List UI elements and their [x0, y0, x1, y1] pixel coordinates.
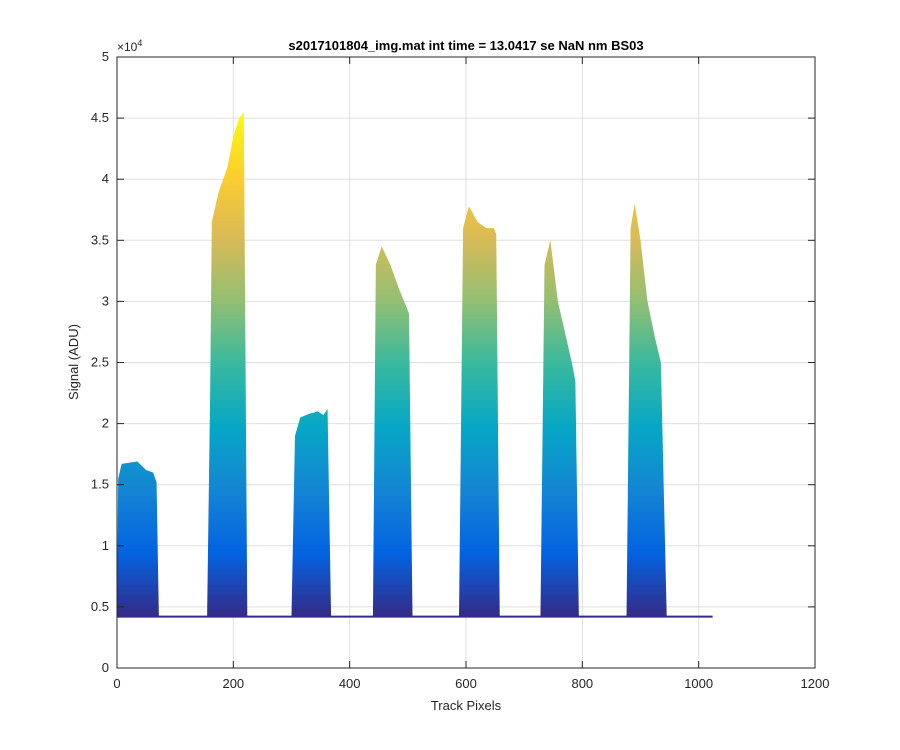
y-exponent-label: ×104	[117, 38, 142, 54]
peak-4	[372, 246, 413, 617]
x-tick-label: 400	[339, 676, 361, 691]
y-tick-label: 3.5	[91, 232, 109, 247]
peak-5	[459, 206, 500, 617]
y-tick-label: 3	[102, 293, 109, 308]
y-axis-label: Signal (ADU)	[66, 324, 81, 400]
x-axis-ticks: 0 200 400 600 800 1000 1200	[113, 57, 829, 691]
x-tick-label: 1200	[801, 676, 830, 691]
peak-3	[291, 408, 332, 617]
signal-series	[117, 111, 713, 618]
x-tick-label: 0	[113, 676, 120, 691]
y-tick-label: 0.5	[91, 599, 109, 614]
y-axis-ticks: 0 0.5 1 1.5 2 2.5 3 3.5 4 4.5 5	[91, 49, 815, 675]
x-tick-label: 200	[222, 676, 244, 691]
y-tick-label: 4	[102, 171, 109, 186]
y-tick-label: 2	[102, 416, 109, 431]
y-exponent-base: ×10	[117, 40, 138, 54]
x-tick-label: 1000	[684, 676, 713, 691]
peak-7	[626, 203, 667, 617]
x-axis-label: Track Pixels	[431, 698, 502, 713]
y-tick-label: 5	[102, 49, 109, 64]
chart-title: s2017101804_img.mat int time = 13.0417 s…	[288, 38, 643, 53]
x-tick-label: 800	[571, 676, 593, 691]
y-tick-label: 0	[102, 660, 109, 675]
peak-2	[207, 111, 248, 617]
x-tick-label: 600	[455, 676, 477, 691]
y-tick-label: 2.5	[91, 355, 109, 370]
y-tick-label: 4.5	[91, 110, 109, 125]
peak-6	[540, 240, 579, 617]
y-tick-label: 1.5	[91, 477, 109, 492]
peak-1	[117, 461, 159, 617]
y-exponent-power: 4	[137, 38, 142, 48]
y-tick-label: 1	[102, 538, 109, 553]
